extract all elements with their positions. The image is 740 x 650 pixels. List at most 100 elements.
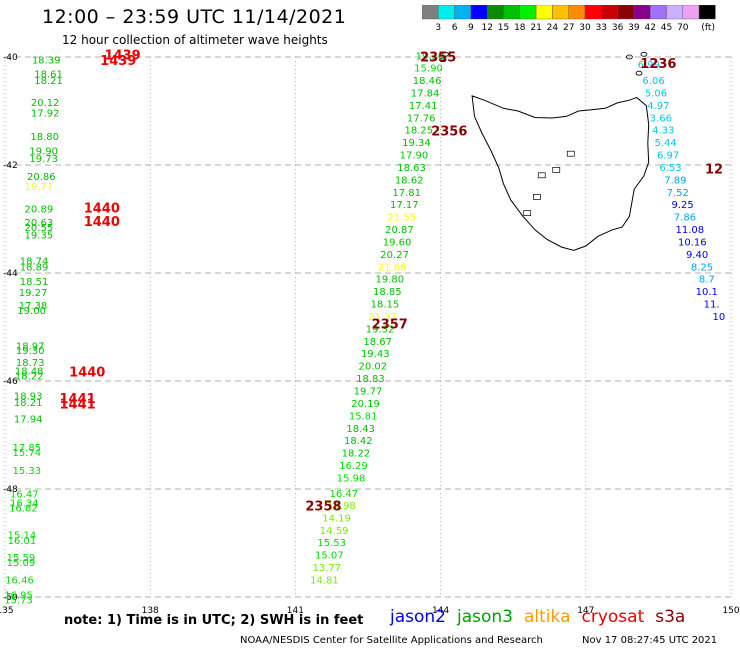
swh-value-label: 17.38 <box>19 301 48 312</box>
swh-value-label: 15.81 <box>349 411 378 422</box>
lake-shape <box>566 150 575 157</box>
tasmania-coastline <box>471 95 650 251</box>
swh-value-label: 21.37 <box>368 312 397 323</box>
colorbar-label: 18 <box>514 23 526 33</box>
time-label: 1440 <box>84 202 120 217</box>
lat-tick-label: -40 <box>3 53 18 63</box>
swh-value-label: 20.87 <box>385 225 414 236</box>
swh-value-label: 5.06 <box>645 88 667 99</box>
colorbar-label: 27 <box>563 23 574 33</box>
time-label: 1439 <box>100 54 136 69</box>
swh-value-label: 4.97 <box>647 101 669 112</box>
swh-value-label: 7.89 <box>664 175 686 186</box>
swh-value-label: 18.74 <box>20 256 49 267</box>
swh-value-label: 19.77 <box>354 387 383 398</box>
lon-tick-label: 135 <box>0 606 14 616</box>
swh-value-label: 15.07 <box>315 551 344 562</box>
swh-value-label: 8.7 <box>699 275 715 286</box>
swh-value-label: 19.32 <box>366 324 395 335</box>
swh-value-label: 18.51 <box>20 277 49 288</box>
colorbar-label: 42 <box>644 23 655 33</box>
swh-value-label: 17.81 <box>392 188 421 199</box>
swh-value-label: 6.06 <box>642 76 664 87</box>
swh-value-label: 18.22 <box>342 449 371 460</box>
swh-value-label: 8.25 <box>691 262 713 273</box>
swh-value-label: 17.90 <box>400 151 429 162</box>
lake-shape <box>533 194 541 200</box>
map-subtitle: 12 hour collection of altimeter wave hei… <box>62 33 328 47</box>
swh-value-label: 19.27 <box>19 288 48 299</box>
swh-value-label: 18.85 <box>373 287 402 298</box>
swh-value-label: 15.09 <box>7 558 36 569</box>
swh-value-label: 9.25 <box>671 200 693 211</box>
swh-value-label: 15.14 <box>8 531 37 542</box>
swh-value-label: 18.67 <box>363 337 392 348</box>
legend-cryosat: cryosat <box>581 607 645 627</box>
time-label: 2356 <box>431 124 467 139</box>
swh-value-label: 16.47 <box>10 490 39 501</box>
swh-value-label: 18.63 <box>397 163 426 174</box>
time-label: 1440 <box>69 366 105 381</box>
footer-timestamp: Nov 17 08:27:45 UTC 2021 <box>582 635 718 646</box>
legend-jason3: jason3 <box>457 607 513 627</box>
colorbar-label: 6 <box>452 23 458 33</box>
time-label: 2355 <box>420 50 456 65</box>
lat-tick-label: -44 <box>3 269 18 279</box>
time-label: 1441 <box>60 398 96 413</box>
swh-value-label: 17.76 <box>407 113 436 124</box>
swh-value-label: 10.16 <box>678 237 707 248</box>
wave-height-colorbar: 3 6 9 12 15 18 21 24 27 30 33 36 39 42 45 70 (ft) <box>422 5 716 33</box>
island-shape <box>640 51 648 57</box>
colorbar-label: 3 <box>435 23 441 33</box>
lat-tick-label: -42 <box>3 161 18 171</box>
swh-value-label: 14.59 <box>320 526 349 537</box>
swh-value-label: 17.17 <box>390 200 419 211</box>
swh-value-label: 9.40 <box>686 250 708 261</box>
swh-value-label: 18.97 <box>16 342 45 353</box>
swh-value-label: 21.55 <box>388 213 417 224</box>
colorbar-unit: (ft) <box>701 23 715 33</box>
swh-value-label: 13.77 <box>313 563 342 574</box>
lon-tick-label: 147 <box>577 606 594 616</box>
swh-value-label: 20.86 <box>27 172 56 183</box>
swh-value-label: 20.12 <box>31 98 60 109</box>
swh-value-label: 20.02 <box>359 362 388 373</box>
swh-value-label: 16.82 <box>9 504 38 515</box>
swh-value-label: 16.29 <box>339 461 368 472</box>
colorbar-label: 45 <box>661 23 672 33</box>
swh-value-label: 18.80 <box>30 132 59 143</box>
lon-tick-label: 144 <box>432 606 449 616</box>
swh-value-label: 19.60 <box>383 237 412 248</box>
time-label: 1439 <box>105 49 141 64</box>
swh-value-label: 18.89 <box>20 262 49 273</box>
swh-value-label: 18.73 <box>16 358 45 369</box>
swh-value-label: 20.19 <box>351 399 380 410</box>
colorbar-label: 12 <box>481 23 492 33</box>
swh-value-label: 15.33 <box>12 466 41 477</box>
swh-value-label: 16.34 <box>10 498 39 509</box>
swh-value-label: 18.15 <box>371 300 400 311</box>
footer-organization: NOAA/NESDIS Center for Satellite Applica… <box>240 635 543 646</box>
swh-value-label: 18.62 <box>395 175 424 186</box>
map-title: 12:00 – 23:59 UTC 11/14/2021 <box>42 6 347 28</box>
swh-value-label: 17.41 <box>409 101 438 112</box>
swh-value-label: 19.30 <box>16 346 45 357</box>
swh-value-label: 15.59 <box>7 553 36 564</box>
swh-value-label: 15.73 <box>4 595 33 606</box>
colorbar-label: 30 <box>579 23 591 33</box>
swh-value-label: 15.90 <box>414 64 443 75</box>
swh-value-label: 11.08 <box>676 225 705 236</box>
satellite-legend: jason2 jason3 altika cryosat s3a <box>390 607 696 627</box>
time-label: 2357 <box>372 318 408 333</box>
colorbar-label: 24 <box>547 23 559 33</box>
island-shape <box>442 51 449 57</box>
legend-jason2: jason2 <box>390 607 446 627</box>
island-shape <box>625 54 633 60</box>
swh-value-label: 6.97 <box>657 151 679 162</box>
swh-value-label: 4.33 <box>652 126 674 137</box>
swh-value-label: 7.86 <box>674 213 696 224</box>
swh-value-label: 18.61 <box>34 70 63 81</box>
lat-tick-label: -46 <box>3 377 18 387</box>
swh-value-label: 7.52 <box>667 188 689 199</box>
swh-value-label: 18.48 <box>15 367 44 378</box>
